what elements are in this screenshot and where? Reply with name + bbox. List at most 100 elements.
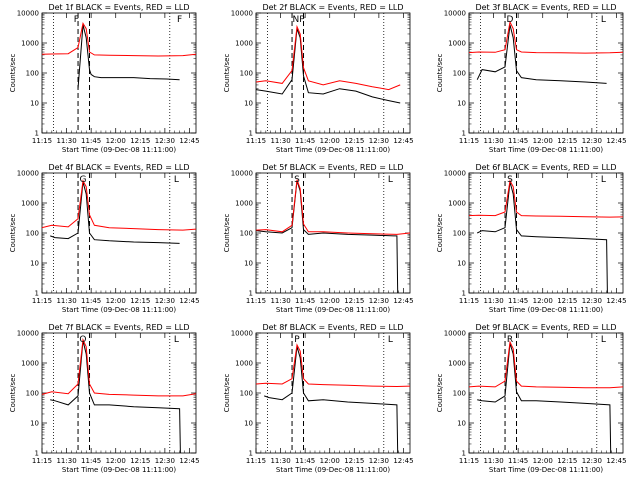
y-tick-label: 10000 [444,10,466,18]
y-tick-label: 100 [453,390,466,398]
y-axis-label: Counts/sec [223,214,231,253]
time-marker-label: P [294,335,300,345]
x-tick-label: 11:30 [56,297,76,305]
y-tick-label: 100 [26,70,39,78]
y-tick-label: 10000 [17,170,39,178]
y-tick-label: 1 [35,130,39,138]
x-tick-label: 12:15 [557,137,577,145]
panel-title: Det 4f BLACK = Events, RED = LLD [48,163,189,172]
x-tick-label: 12:30 [582,297,602,305]
y-tick-label: 1000 [448,360,466,368]
x-tick-label: 11:15 [459,297,479,305]
x-tick-label: 12:45 [179,457,199,465]
y-axis-label: Counts/sec [9,214,17,253]
plot-frame [255,332,411,454]
panel-title: Det 8f BLACK = Events, RED = LLD [262,323,403,332]
y-tick-label: 10 [244,100,253,108]
series-events-line [477,343,612,453]
time-marker-label: R [507,335,513,345]
x-tick-label: 12:15 [130,457,150,465]
x-tick-label: 12:15 [344,297,364,305]
x-axis-label: Start Time (09-Dec-08 11:11:00) [276,306,390,314]
series-lld-line [256,343,410,388]
x-axis-label: Start Time (09-Dec-08 11:11:00) [489,306,603,314]
y-tick-label: 1 [462,290,466,298]
x-tick-label: 12:15 [344,457,364,465]
x-tick-label: 12:45 [393,297,413,305]
x-tick-label: 11:30 [483,457,503,465]
x-tick-label: 11:30 [270,297,290,305]
series-events-line [256,28,401,104]
x-tick-label: 12:00 [320,137,340,145]
plot-frame [255,12,411,134]
y-tick-label: 1 [462,450,466,458]
panel-det-2f: Det 2f BLACK = Events, RED = LLD 1 10 100 10… [223,3,414,154]
y-tick-label: 100 [26,390,39,398]
x-tick-label: 11:15 [459,137,479,145]
y-tick-label: 10000 [231,170,253,178]
x-tick-label: 12:15 [557,297,577,305]
y-tick-label: 100 [26,230,39,238]
series-lld-line [42,337,196,397]
time-marker-label: L [174,335,179,345]
x-tick-label: 11:30 [270,137,290,145]
x-tick-label: 12:45 [179,137,199,145]
y-tick-label: 10000 [444,330,466,338]
x-tick-label: 12:15 [130,297,150,305]
y-axis-label: Counts/sec [436,214,444,253]
time-marker-label: G [79,175,86,185]
x-axis-label: Start Time (09-Dec-08 11:11:00) [276,146,390,154]
y-tick-label: 1 [249,450,253,458]
y-axis-label: Counts/sec [9,54,17,93]
series-lld-line [469,179,623,218]
x-tick-label: 11:45 [508,457,528,465]
x-axis-label: Start Time (09-Dec-08 11:11:00) [489,466,603,474]
y-tick-label: 10 [457,420,466,428]
x-tick-label: 12:00 [106,297,126,305]
y-tick-label: 1000 [235,40,253,48]
y-tick-label: 10 [244,420,253,428]
y-tick-label: 100 [453,230,466,238]
x-tick-label: 12:30 [155,457,175,465]
y-tick-label: 10 [30,100,39,108]
panel-title: Det 9f BLACK = Events, RED = LLD [475,323,616,332]
y-tick-label: 1 [35,290,39,298]
x-tick-label: 12:45 [606,137,626,145]
time-marker-label: L [388,335,393,345]
plot-frame [468,332,624,454]
y-tick-label: 100 [453,70,466,78]
series-events-line [476,181,608,293]
y-axis-label: Counts/sec [436,374,444,413]
plot-frame [468,12,624,134]
panel-title: Det 6f BLACK = Events, RED = LLD [475,163,616,172]
x-tick-label: 12:30 [369,457,389,465]
panel-title: Det 2f BLACK = Events, RED = LLD [262,3,403,12]
x-tick-label: 12:30 [369,137,389,145]
x-tick-label: 11:15 [32,137,52,145]
x-tick-label: 11:45 [508,137,528,145]
y-tick-label: 10000 [231,10,253,18]
x-axis-label: Start Time (09-Dec-08 11:11:00) [489,146,603,154]
y-tick-label: 1 [35,450,39,458]
x-tick-label: 12:45 [393,457,413,465]
y-tick-label: 100 [240,230,253,238]
time-marker-label: O [79,335,86,345]
y-tick-label: 10000 [444,170,466,178]
x-tick-label: 11:45 [81,457,101,465]
panel-title: Det 7f BLACK = Events, RED = LLD [48,323,189,332]
time-marker-label: D [506,15,513,25]
x-tick-label: 11:45 [295,457,315,465]
panel-det-9f: Det 9f BLACK = Events, RED = LLD 1 10 100 10… [436,323,627,474]
series-events-line [476,24,607,84]
panel-title: Det 3f BLACK = Events, RED = LLD [475,3,616,12]
x-tick-label: 12:30 [582,457,602,465]
x-tick-label: 11:15 [246,457,266,465]
y-tick-label: 10 [457,260,466,268]
time-marker-label: L [601,175,606,185]
x-tick-label: 12:15 [130,137,150,145]
plot-frame [468,172,624,294]
x-tick-label: 11:30 [270,457,290,465]
y-tick-label: 1 [249,130,253,138]
y-tick-label: 1000 [235,200,253,208]
